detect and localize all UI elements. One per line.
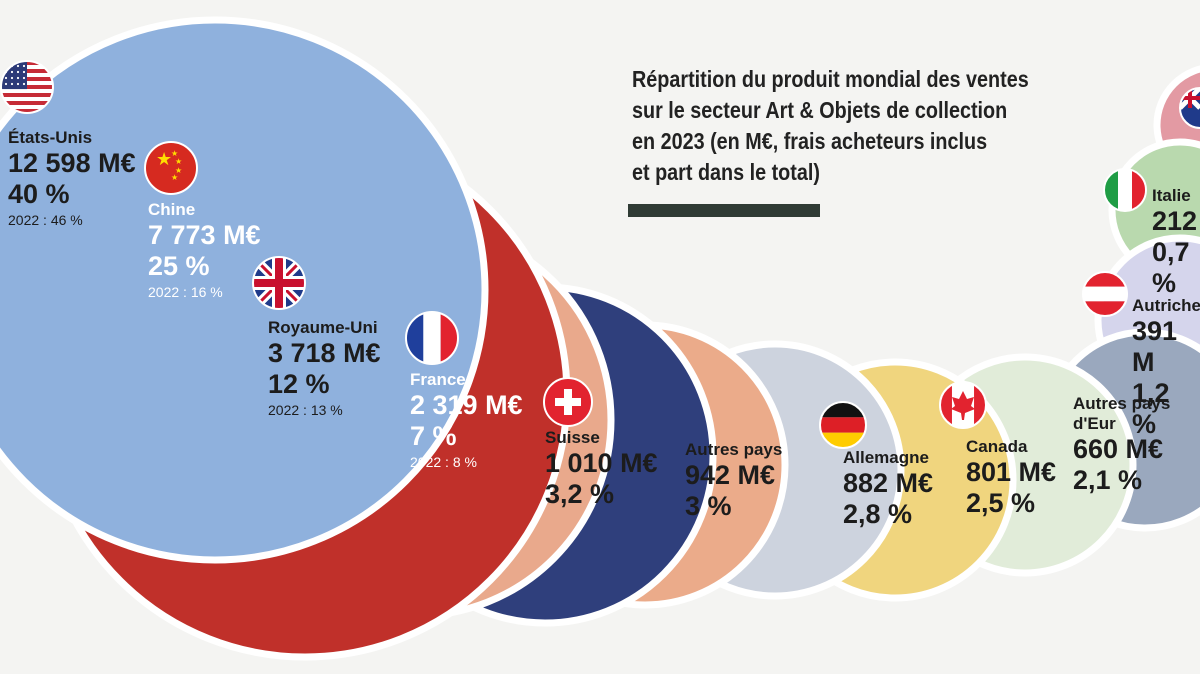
bubble-label: États-Unis 12 598 M€ 40 % 2022 : 46 % (8, 128, 136, 228)
previous-year-share: 2022 : 46 % (8, 212, 83, 228)
bubble-label: Italie 212 0,7 % (1152, 186, 1200, 299)
title-underline (628, 204, 820, 217)
country-name: Canada (966, 437, 1028, 456)
germany-flag-icon (819, 401, 867, 449)
uk-flag-icon (252, 256, 306, 310)
share-percent: 7 % (410, 421, 457, 451)
sales-value: 2 319 M€ (410, 390, 523, 420)
canada-flag-icon (939, 381, 987, 429)
share-percent: 3,2 % (545, 479, 615, 509)
share-percent: 2,8 % (843, 499, 913, 529)
country-name: France (410, 370, 466, 389)
bubble-label: Royaume-Uni 3 718 M€ 12 % 2022 : 13 % (268, 318, 381, 418)
country-name: Suisse (545, 428, 600, 447)
bubble-label: Autres pays 942 M€ 3 % (685, 440, 782, 522)
bubble-label: France 2 319 M€ 7 % 2022 : 8 % (410, 370, 523, 470)
bubble-label: Allemagne 882 M€ 2,8 % (843, 448, 933, 530)
previous-year-share: 2022 : 16 % (148, 284, 223, 300)
country-name: Autriche (1132, 296, 1200, 315)
title-line: sur le secteur Art & Objets de collectio… (632, 97, 1008, 123)
country-name: Autres pays d'Eur (1073, 394, 1171, 433)
share-percent: 2,5 % (966, 488, 1036, 518)
share-percent: 1,2 % (1132, 378, 1170, 439)
country-name: Chine (148, 200, 196, 219)
sales-value: 882 M€ (843, 468, 934, 498)
share-percent: 40 % (8, 179, 70, 209)
flag-layer: ★★★★★ (0, 60, 1200, 449)
sales-value: 3 718 M€ (268, 338, 381, 368)
title-line: en 2023 (en M€, frais acheteurs inclus (632, 128, 988, 154)
sales-value: 7 773 M€ (148, 220, 261, 250)
share-percent: 2,1 % (1073, 465, 1143, 495)
country-name: États-Unis (8, 128, 93, 147)
sales-value: 801 M€ (966, 457, 1057, 487)
sales-value: 942 M€ (685, 460, 776, 490)
france-flag-icon (405, 311, 459, 365)
switzerland-flag-icon (543, 377, 593, 427)
country-name: Italie (1152, 186, 1191, 205)
country-name: Royaume-Uni (268, 318, 378, 337)
previous-year-share: 2022 : 8 % (410, 454, 477, 470)
bubble-label: Canada 801 M€ 2,5 % (966, 437, 1056, 519)
country-name: Allemagne (843, 448, 929, 467)
sales-value: 212 (1152, 206, 1198, 236)
svg-text:★: ★ (175, 157, 182, 166)
svg-text:★: ★ (175, 166, 182, 175)
share-percent: 0,7 % (1152, 237, 1190, 298)
previous-year-share: 2022 : 13 % (268, 402, 343, 418)
australia-flag-icon (1179, 87, 1200, 129)
svg-text:★: ★ (156, 149, 172, 170)
sales-value: 12 598 M€ (8, 148, 136, 178)
bubble-label: Autriche 391 M 1,2 % (1132, 296, 1200, 440)
title-line: Répartition du produit mondial des vente… (632, 66, 1029, 92)
svg-text:★: ★ (171, 173, 178, 182)
sales-value: 660 M€ (1073, 434, 1164, 464)
share-percent: 12 % (268, 369, 330, 399)
svg-text:★: ★ (171, 149, 178, 158)
austria-flag-icon (1082, 271, 1128, 317)
usa-flag-icon (0, 60, 54, 114)
share-percent: 3 % (685, 491, 732, 521)
sales-value: 1 010 M€ (545, 448, 658, 478)
bubble-label: Chine 7 773 M€ 25 % 2022 : 16 % (148, 200, 261, 300)
italy-flag-icon (1103, 168, 1147, 212)
country-name: Autres pays (685, 440, 783, 459)
bubble-label: Autres pays d'Eur 660 M€ 2,1 % (1073, 394, 1200, 496)
bubble-label: Suisse 1 010 M€ 3,2 % (545, 428, 658, 510)
bubble--tats-unis (0, 16, 489, 564)
title-line: et part dans le total) (632, 159, 820, 185)
sales-value: 391 M (1132, 316, 1178, 377)
chart-title: Répartition du produit mondial des vente… (632, 64, 1036, 188)
china-flag-icon: ★★★★★ (144, 141, 198, 195)
share-percent: 25 % (148, 251, 210, 281)
